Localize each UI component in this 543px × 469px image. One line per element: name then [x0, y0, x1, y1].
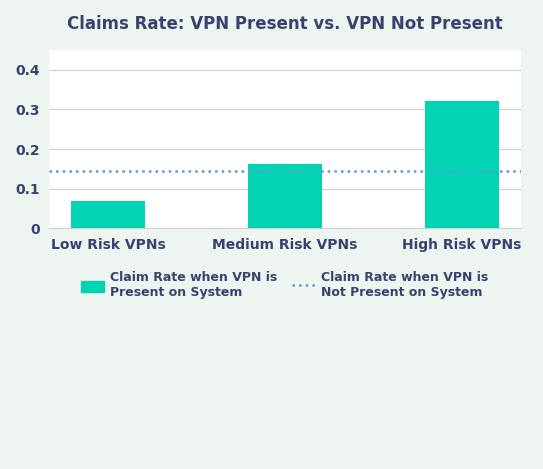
Title: Claims Rate: VPN Present vs. VPN Not Present: Claims Rate: VPN Present vs. VPN Not Pre…: [67, 15, 503, 33]
Legend: Claim Rate when VPN is
Present on System, Claim Rate when VPN is
Not Present on : Claim Rate when VPN is Present on System…: [77, 266, 494, 304]
Bar: [71, 202, 145, 228]
Bar: [425, 101, 499, 228]
Bar: [248, 164, 322, 228]
